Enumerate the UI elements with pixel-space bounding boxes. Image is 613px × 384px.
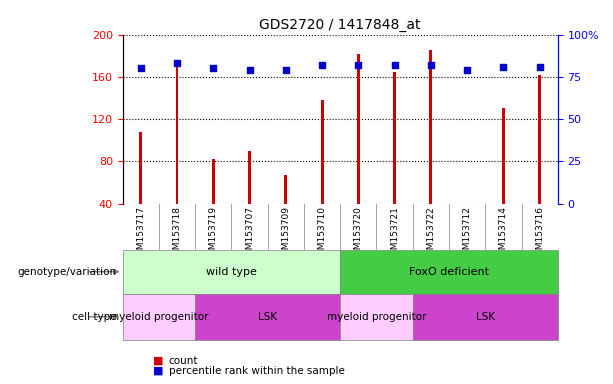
Point xyxy=(426,62,436,68)
Bar xyxy=(538,74,541,204)
Text: FoxO deficient: FoxO deficient xyxy=(409,266,489,277)
Bar xyxy=(212,159,215,204)
Text: cell type: cell type xyxy=(72,312,116,322)
Text: GSM153714: GSM153714 xyxy=(499,206,508,261)
Point xyxy=(354,62,364,68)
Point xyxy=(535,64,544,70)
Point xyxy=(208,65,218,71)
Bar xyxy=(123,250,340,294)
Bar xyxy=(413,294,558,340)
Text: GSM153716: GSM153716 xyxy=(535,206,544,261)
Bar xyxy=(502,109,505,204)
Point xyxy=(281,67,291,73)
Bar xyxy=(195,294,340,340)
Point xyxy=(317,62,327,68)
Bar xyxy=(139,132,142,204)
Point xyxy=(498,64,508,70)
Text: myeloid progenitor: myeloid progenitor xyxy=(109,312,208,322)
Bar xyxy=(340,250,558,294)
Text: GSM153720: GSM153720 xyxy=(354,206,363,261)
Text: GSM153707: GSM153707 xyxy=(245,206,254,261)
Text: myeloid progenitor: myeloid progenitor xyxy=(327,312,426,322)
Text: GSM153710: GSM153710 xyxy=(318,206,327,261)
Text: LSK: LSK xyxy=(258,312,277,322)
Bar xyxy=(248,151,251,204)
Text: count: count xyxy=(169,356,198,366)
Text: GSM153719: GSM153719 xyxy=(209,206,218,261)
Text: GSM153717: GSM153717 xyxy=(136,206,145,261)
Text: GSM153712: GSM153712 xyxy=(463,206,471,261)
Bar xyxy=(340,294,413,340)
Point xyxy=(462,67,472,73)
Text: GSM153709: GSM153709 xyxy=(281,206,291,261)
Text: GSM153718: GSM153718 xyxy=(172,206,181,261)
Point xyxy=(245,67,254,73)
Bar xyxy=(393,71,396,204)
Text: wild type: wild type xyxy=(206,266,257,277)
Text: ■: ■ xyxy=(153,356,164,366)
Point xyxy=(390,62,400,68)
Bar xyxy=(284,175,287,204)
Bar xyxy=(430,50,432,204)
Text: GSM153722: GSM153722 xyxy=(427,206,435,261)
Text: genotype/variation: genotype/variation xyxy=(17,266,116,277)
Bar xyxy=(123,294,195,340)
Bar xyxy=(321,100,324,204)
Text: GSM153721: GSM153721 xyxy=(390,206,399,261)
Point xyxy=(136,65,146,71)
Bar xyxy=(357,53,360,204)
Point xyxy=(172,60,182,66)
Text: LSK: LSK xyxy=(476,312,495,322)
Bar xyxy=(175,66,178,204)
Title: GDS2720 / 1417848_at: GDS2720 / 1417848_at xyxy=(259,18,421,32)
Text: ■: ■ xyxy=(153,366,164,376)
Text: percentile rank within the sample: percentile rank within the sample xyxy=(169,366,345,376)
